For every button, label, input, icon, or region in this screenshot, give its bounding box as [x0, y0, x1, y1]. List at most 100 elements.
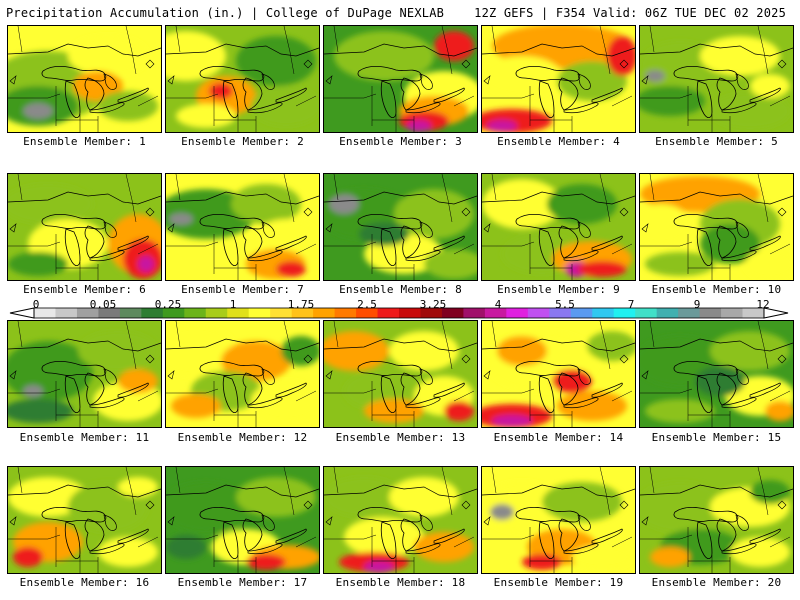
precip-area	[487, 120, 517, 132]
colorbar-cell	[463, 308, 486, 318]
colorbar-cell	[721, 308, 743, 318]
colorbar-cell	[76, 308, 99, 318]
colorbar-cell	[592, 308, 615, 318]
colorbar-label: 5.5	[555, 298, 575, 311]
ensemble-panel-17	[165, 466, 320, 574]
precip-area	[640, 204, 690, 244]
precip-map	[8, 26, 161, 132]
colorbar	[9, 307, 789, 319]
ensemble-panel-12	[165, 320, 320, 428]
precip-area	[557, 391, 627, 421]
precip-area	[276, 261, 306, 277]
precip-area	[645, 252, 715, 276]
precip-area	[394, 189, 474, 239]
colorbar-cell	[570, 308, 593, 318]
ensemble-member-label: Ensemble Member: 8	[339, 283, 462, 296]
ensemble-member-label: Ensemble Member: 14	[493, 431, 624, 444]
precip-area	[607, 36, 635, 76]
ensemble-member-label: Ensemble Member: 18	[335, 576, 466, 589]
colorbar-cell	[205, 308, 228, 318]
precip-area	[577, 261, 627, 277]
geography-outline	[324, 467, 477, 573]
precip-area	[324, 477, 404, 517]
precip-area	[542, 482, 622, 522]
colorbar-cell	[248, 308, 271, 318]
ensemble-member-label: Ensemble Member: 13	[335, 431, 466, 444]
precip-area	[166, 326, 236, 376]
precip-area	[650, 547, 690, 567]
precip-area	[8, 399, 73, 423]
colorbar-cell	[98, 308, 121, 318]
colorbar-label: 9	[693, 298, 701, 311]
geography-outline	[166, 26, 319, 132]
ensemble-panel-2	[165, 25, 320, 133]
precip-area	[407, 120, 431, 132]
precip-map	[166, 321, 319, 427]
ensemble-panel-4	[481, 25, 636, 133]
geography-outline	[8, 174, 161, 280]
ensemble-panel-11	[7, 320, 162, 428]
geography-outline	[324, 174, 477, 280]
precip-area	[640, 86, 705, 116]
precip-area	[444, 401, 474, 421]
geography-outline	[166, 321, 319, 427]
geography-outline	[482, 174, 635, 280]
colorbar-label: 4	[494, 298, 502, 311]
ensemble-panel-5	[639, 25, 794, 133]
precip-map	[482, 26, 635, 132]
precip-area	[750, 480, 790, 504]
ensemble-member-label: Ensemble Member: 7	[181, 283, 304, 296]
colorbar-label: 0	[32, 298, 40, 311]
precip-map	[8, 321, 161, 427]
ensemble-member-label: Ensemble Member: 15	[651, 431, 782, 444]
colorbar-cell	[399, 308, 421, 318]
precip-map	[640, 26, 793, 132]
ensemble-panel-19	[481, 466, 636, 574]
precip-area	[522, 554, 562, 570]
ensemble-member-label: Ensemble Member: 20	[651, 576, 782, 589]
ensemble-panel-3	[323, 25, 478, 133]
precip-area	[23, 103, 53, 119]
precip-area	[68, 36, 148, 76]
precip-area	[700, 224, 760, 264]
precip-area	[166, 31, 226, 81]
precip-area	[700, 36, 780, 76]
precip-area	[8, 184, 93, 224]
ensemble-panel-15	[639, 320, 794, 428]
geography-outline	[166, 174, 319, 280]
colorbar-label: 12	[756, 298, 770, 311]
colorbar-cell	[184, 308, 207, 318]
precip-map	[482, 321, 635, 427]
precip-map	[8, 174, 161, 280]
colorbar-cell	[119, 308, 142, 318]
ensemble-panel-8	[323, 173, 478, 281]
colorbar-cell	[699, 308, 722, 318]
precip-area	[389, 477, 459, 517]
colorbar-label: 0.25	[154, 298, 182, 311]
colorbar-cell	[420, 308, 443, 318]
colorbar-cell	[441, 308, 464, 318]
precip-area	[209, 83, 233, 99]
colorbar-cell	[356, 308, 378, 318]
colorbar-cell	[656, 308, 679, 318]
precip-area	[251, 86, 319, 126]
precip-area	[13, 547, 43, 567]
colorbar-cell	[55, 308, 78, 318]
precip-area	[73, 71, 123, 101]
ensemble-member-label: Ensemble Member: 17	[177, 576, 308, 589]
precip-map	[324, 174, 477, 280]
colorbar-label: 2.5	[357, 298, 377, 311]
colorbar-label: 3.25	[419, 298, 447, 311]
precip-map	[8, 467, 161, 573]
colorbar-cell	[313, 308, 335, 318]
colorbar-cell	[34, 308, 56, 318]
precip-area	[434, 31, 474, 61]
precip-area	[169, 213, 193, 225]
precip-area	[138, 256, 154, 272]
colorbar-cell	[549, 308, 572, 318]
colorbar-cell	[270, 308, 293, 318]
precip-area	[750, 74, 790, 98]
ensemble-member-label: Ensemble Member: 10	[651, 283, 782, 296]
precip-area	[334, 31, 434, 81]
ensemble-member-label: Ensemble Member: 2	[181, 135, 304, 148]
